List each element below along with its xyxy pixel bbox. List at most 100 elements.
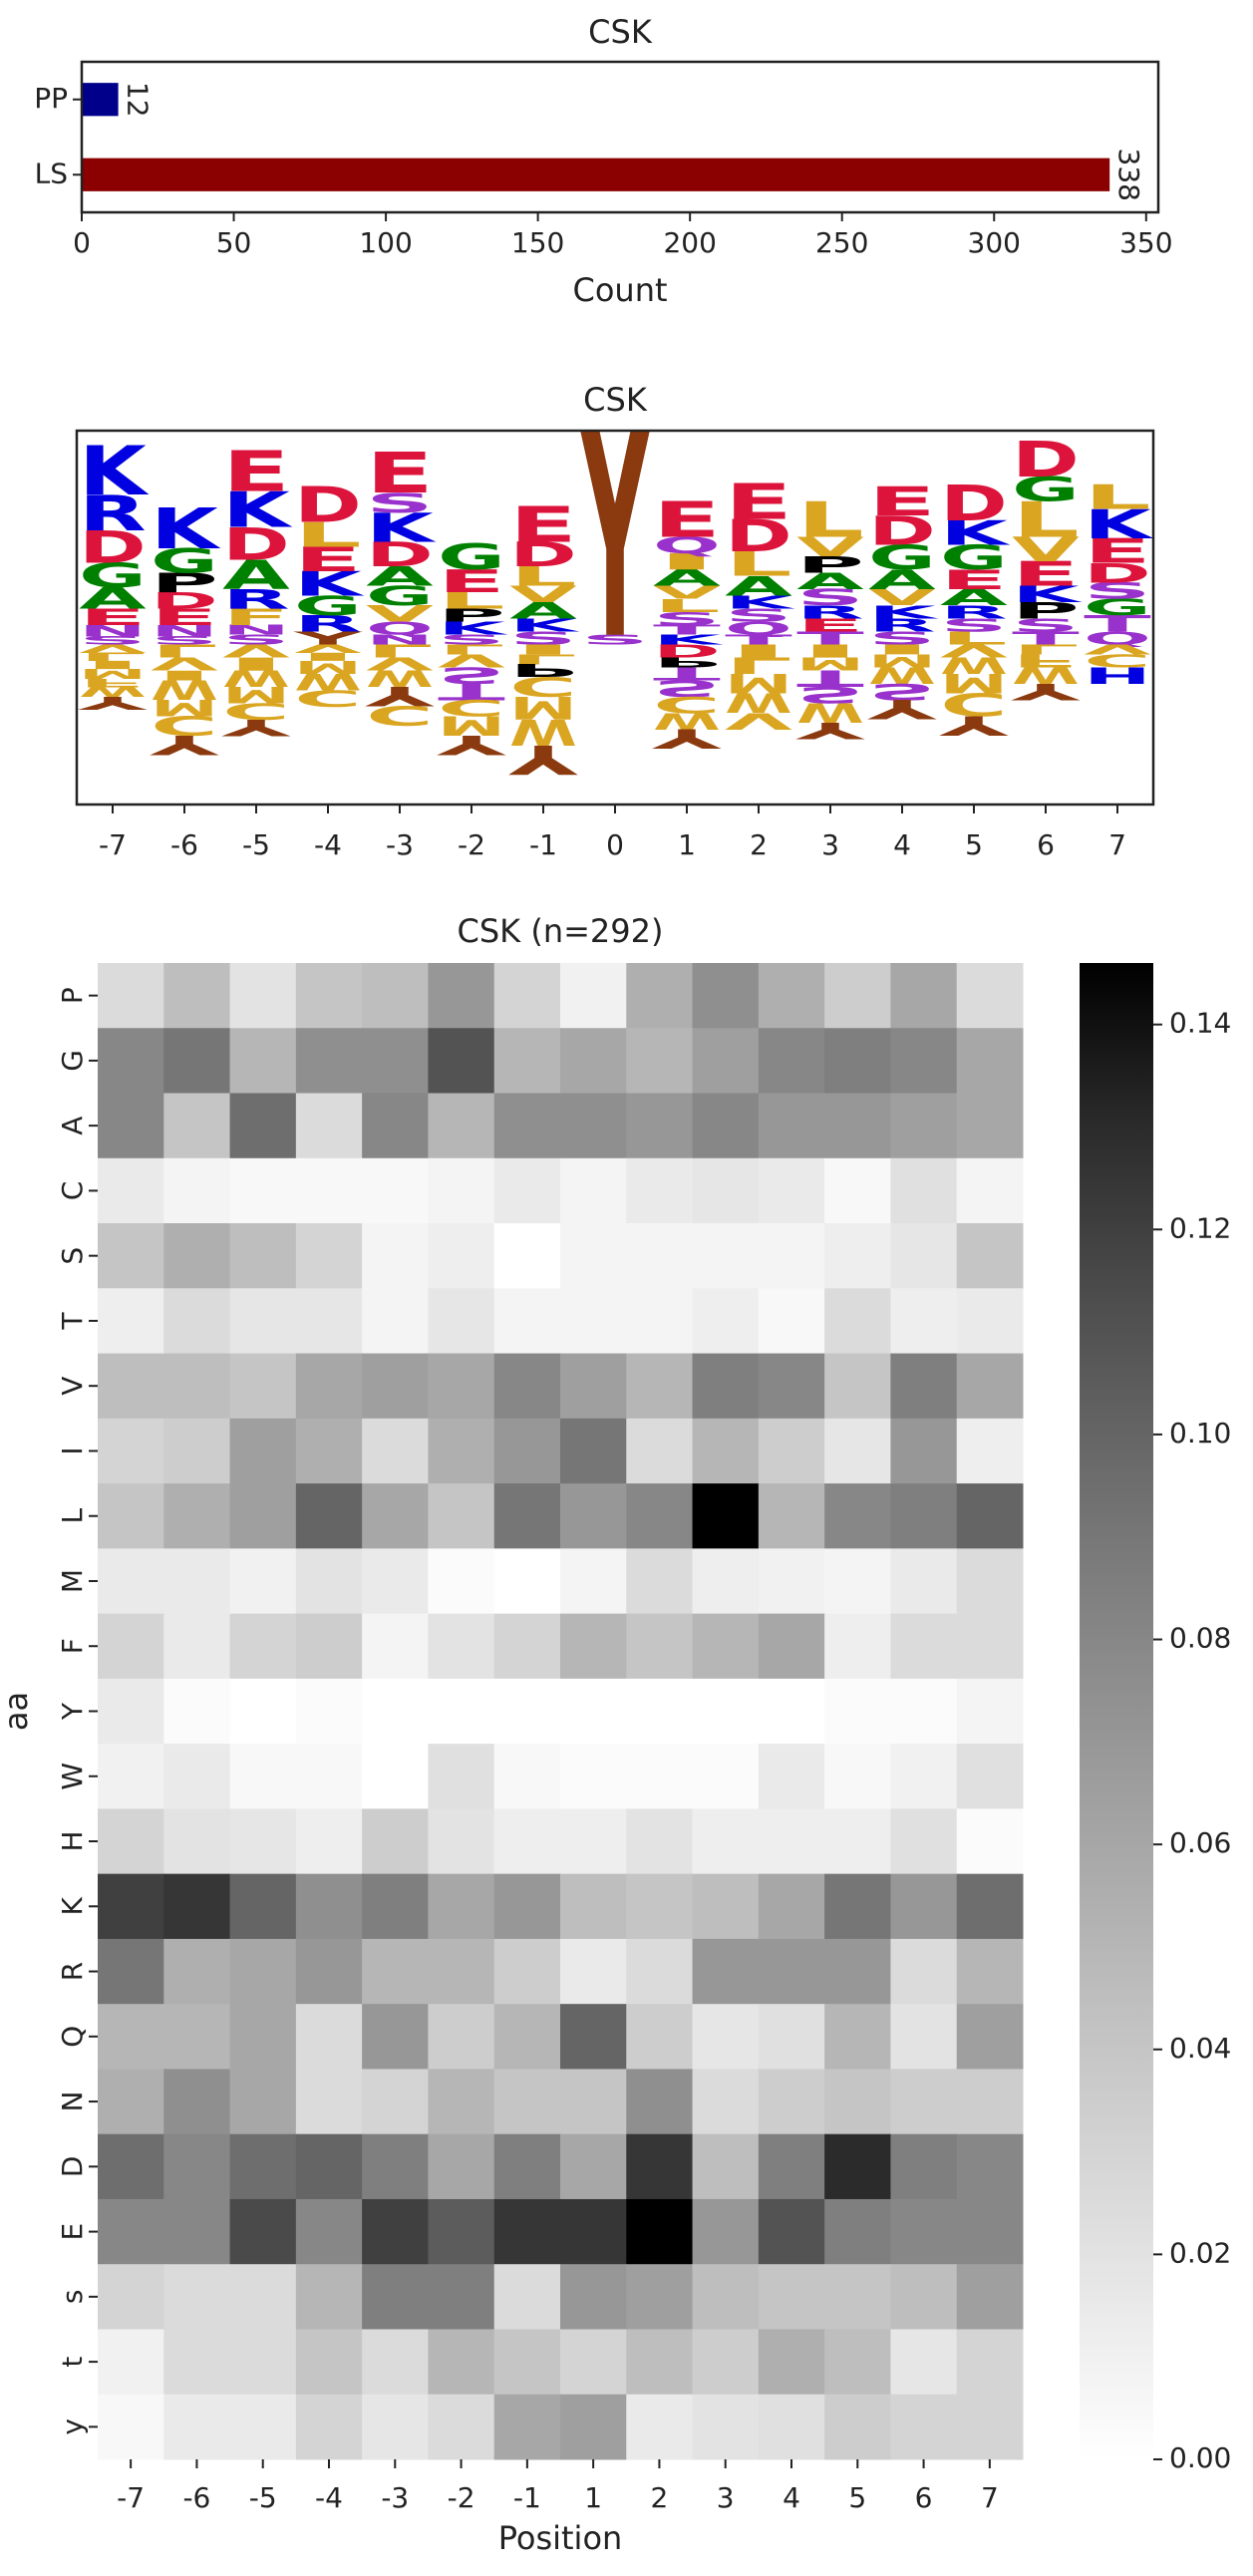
heatmap-cell (163, 1678, 231, 1745)
heatmap-cell (824, 2264, 891, 2330)
heatmap-cell (362, 1223, 429, 1289)
heatmap-cell (692, 1613, 760, 1680)
heatmap-cell (163, 1808, 231, 1875)
logo-letter: D (725, 510, 792, 562)
heatmap-cell (229, 1093, 297, 1159)
heatmap-cell (758, 2394, 825, 2460)
logo-letter: K (438, 618, 508, 639)
heatmap-cell (824, 1613, 891, 1680)
logo-letter: E (294, 540, 362, 579)
heatmap-cell (98, 2069, 164, 2135)
heatmap-cell (626, 1418, 694, 1484)
heatmap-cell (493, 1613, 561, 1680)
logo-letter: G (79, 556, 147, 595)
heatmap-cell (824, 1223, 891, 1289)
x-axis-label: Position (498, 2519, 623, 2557)
heatmap-cell (758, 2069, 825, 2135)
heatmap-cell (560, 1288, 627, 1355)
heatmap-cell (692, 2394, 760, 2460)
heatmap-cell (362, 1157, 429, 1224)
heatmap-cell (98, 1744, 164, 1809)
logo-letter: S (653, 608, 721, 629)
logo-letter: V (222, 640, 290, 661)
heatmap-cell (493, 1548, 561, 1615)
logo-letter: Y (437, 730, 506, 761)
heatmap-cell (956, 2198, 1024, 2265)
heatmap-cell (560, 1418, 627, 1484)
y-tick-label: D (56, 2156, 89, 2178)
logo-letter: E (725, 474, 792, 531)
heatmap-cell (956, 1093, 1024, 1159)
heatmap-cell (626, 2069, 694, 2135)
heatmap-cell (956, 1483, 1024, 1549)
heatmap-cell (98, 1548, 164, 1615)
x-tick-label: 1 (584, 2481, 602, 2514)
logo-letter: T (796, 665, 864, 691)
logo-letter: Y (508, 737, 578, 784)
heatmap-cell (758, 1157, 825, 1224)
heatmap-cell (98, 1093, 164, 1159)
heatmap-cell (229, 1028, 297, 1095)
heatmap-cell (626, 2394, 694, 2460)
logo-letter: I (868, 641, 936, 657)
heatmap-cell (362, 1288, 429, 1355)
logo-letter: G (366, 581, 434, 612)
y-tick-label: Y (56, 1702, 89, 1721)
heatmap-cell (626, 963, 694, 1029)
logo-letter: D (366, 535, 434, 574)
logo-letter: G (151, 541, 218, 580)
logo-letter: E (868, 479, 936, 525)
heatmap-cell (362, 1678, 429, 1745)
logo-letter: N (366, 632, 434, 648)
logo-letter: W (294, 668, 362, 694)
logo-letter: I (294, 650, 362, 663)
logo-letter: Q (653, 532, 721, 558)
heatmap-cell (692, 1093, 760, 1159)
heatmap-cell (626, 1353, 694, 1420)
heatmap-cell (295, 1483, 363, 1549)
heatmap-cell (428, 1548, 495, 1615)
heatmap-cell (560, 2069, 627, 2135)
x-tick-label: -4 (315, 2481, 343, 2514)
logo-letter: H (1084, 662, 1151, 688)
heatmap-cell (956, 1678, 1024, 1745)
x-tick-label: -5 (249, 2481, 277, 2514)
heatmap-cell (428, 1483, 495, 1549)
logo-letter: T (796, 628, 864, 649)
x-tick-label: 5 (848, 2481, 866, 2514)
heatmap-cell (692, 2133, 760, 2200)
logo-letter: K (725, 592, 795, 613)
logo-letter: W (79, 684, 147, 700)
heatmap-cell (229, 1418, 297, 1484)
logo-letter: D (79, 522, 147, 574)
logo-letter: W (796, 697, 864, 728)
heatmap-cell (493, 2394, 561, 2460)
logo-letter: Q (1084, 628, 1151, 649)
heatmap-cell (956, 1353, 1024, 1420)
chart-title: CSK (583, 381, 648, 419)
heatmap-cell (692, 1157, 760, 1224)
heatmap-cell (956, 2133, 1024, 2200)
heatmap-cell (229, 2069, 297, 2135)
x-tick-label: 7 (1108, 828, 1126, 861)
logo-letter: V (509, 582, 577, 608)
y-tick-label: V (56, 1377, 89, 1396)
heatmap-cell (362, 1548, 429, 1615)
logo-letter: Y (293, 628, 363, 649)
heatmap-cell (362, 2133, 429, 2200)
heatmap-cell (229, 1613, 297, 1680)
heatmap-cell (493, 2069, 561, 2135)
heatmap-cell (956, 2004, 1024, 2070)
heatmap-cell (692, 1418, 760, 1484)
y-tick-label: F (56, 1638, 89, 1654)
heatmap-cell (98, 2133, 164, 2200)
logo-letter: E (940, 564, 1008, 595)
logo-letter: A (366, 561, 434, 592)
heatmap-cell (362, 2198, 429, 2265)
heatmap-cell (229, 1157, 297, 1224)
heatmap-cell (824, 2004, 891, 2070)
logo-letter: T (653, 622, 721, 638)
heatmap-cell (626, 1288, 694, 1355)
heatmap-cell (692, 1353, 760, 1420)
